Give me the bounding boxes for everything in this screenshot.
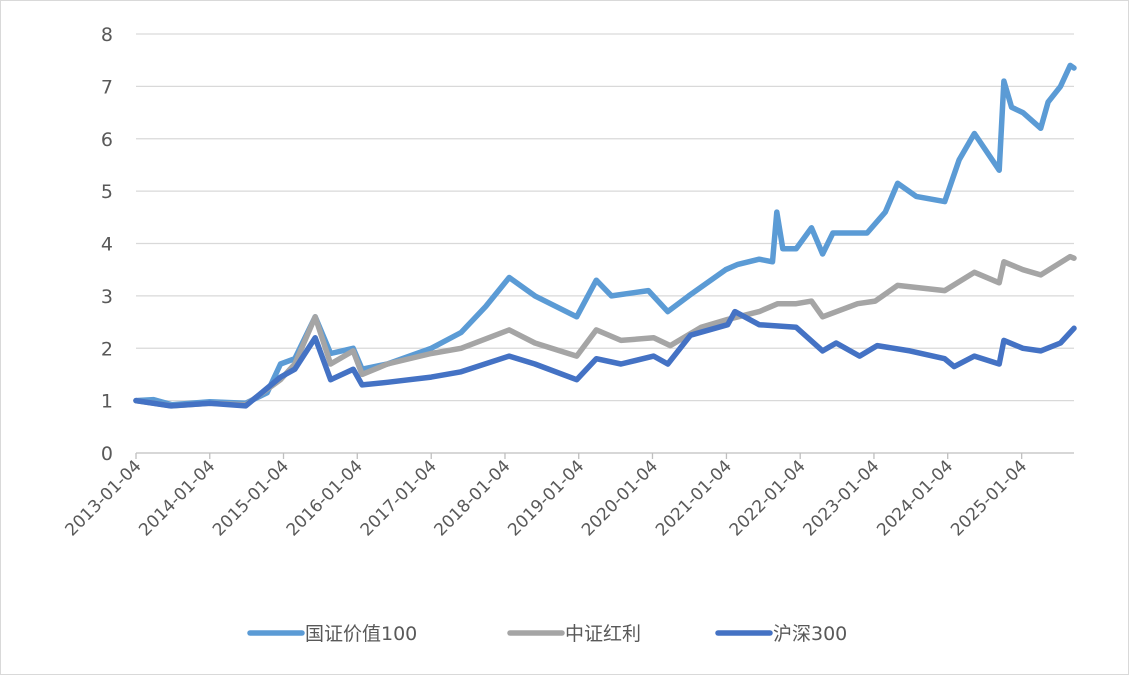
series-line-1 [133, 253, 1077, 409]
x-tick-label: 2014-01-04 [135, 456, 219, 540]
y-tick-label: 0 [101, 443, 113, 465]
x-tick-label: 2018-01-04 [431, 456, 515, 540]
legend-label-2: 沪深300 [773, 623, 847, 645]
legend: 国证价值100 中证红利 沪深300 [247, 623, 847, 645]
legend-label-1: 中证红利 [565, 623, 641, 645]
x-tick-label: 2021-01-04 [652, 456, 736, 540]
y-tick-label: 2 [101, 338, 113, 360]
x-tick-label: 2015-01-04 [209, 456, 293, 540]
series-lines [133, 62, 1077, 409]
x-axis-ticks: 2013-01-042014-01-042015-01-042016-01-04… [62, 456, 1032, 540]
series-line-2 [133, 308, 1077, 409]
y-tick-label: 8 [101, 24, 113, 46]
y-axis-ticks: 0 1 2 3 4 5 6 7 8 [101, 24, 113, 465]
x-tick-label: 2022-01-04 [726, 456, 810, 540]
x-tick-label: 2017-01-04 [357, 456, 441, 540]
x-tick-label: 2025-01-04 [947, 456, 1031, 540]
y-tick-label: 1 [101, 391, 113, 413]
legend-label-0: 国证价值100 [305, 623, 417, 645]
x-tick-label: 2019-01-04 [504, 456, 588, 540]
y-tick-label: 4 [101, 234, 113, 256]
x-tick-label: 2013-01-04 [62, 456, 146, 540]
y-tick-label: 5 [101, 181, 113, 203]
x-tick-label: 2016-01-04 [283, 456, 367, 540]
y-tick-label: 7 [101, 76, 113, 98]
x-tick-label: 2020-01-04 [578, 456, 662, 540]
gridlines [135, 33, 1074, 459]
y-tick-label: 6 [101, 129, 113, 151]
x-tick-label: 2023-01-04 [799, 456, 883, 540]
y-tick-label: 3 [101, 286, 113, 308]
x-tick-label: 2024-01-04 [873, 456, 957, 540]
